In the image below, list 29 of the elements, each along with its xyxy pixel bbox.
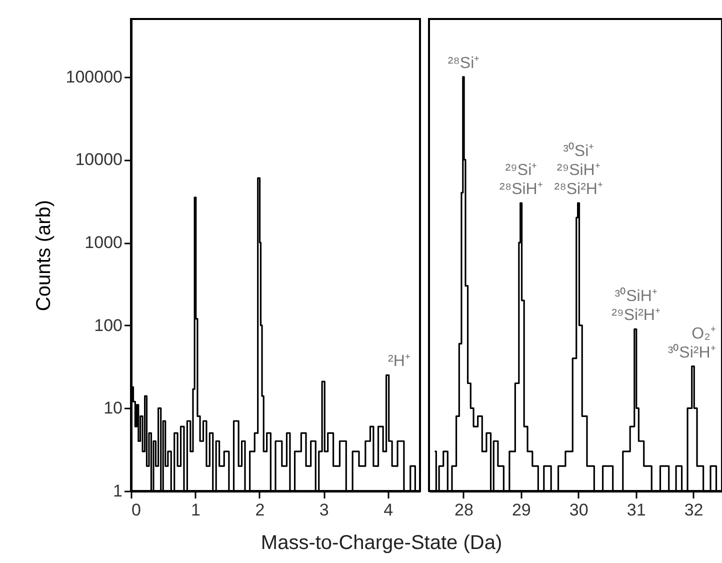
annotation: ²⁹Si⁺ [505,162,537,180]
annotation: ²⁸Si²H⁺ [554,181,602,198]
y-tick-label: 10000 [75,150,122,170]
x-tick-label: 0 [132,500,141,520]
x-tick-label: 1 [190,500,200,520]
annotation: ³⁰SiH⁺ [614,287,657,306]
x-tick-label: 3 [319,500,329,520]
annotation: ²⁹Si²H⁺ [612,307,660,324]
x-tick-label: 31 [626,500,646,520]
y-tick-label: 10 [104,398,122,418]
y-tick-label: 1000 [84,233,122,252]
x-tick-label: 32 [684,500,704,520]
annotation: ²⁸Si⁺ [448,54,480,72]
annotation: ²⁸SiH⁺ [499,181,542,198]
x-tick-label: 29 [512,500,531,520]
annotation: ³⁰Si²H⁺ [668,343,716,362]
annotation: ²H⁺ [388,353,410,370]
annotation: ²⁹SiH⁺ [556,162,600,180]
y-axis-title: Counts (arb) [32,200,55,312]
x-tick-label: 30 [569,500,588,520]
annotation: ³⁰Si⁺ [563,142,594,160]
y-tick-label: 1 [113,482,122,500]
y-tick-label: 100000 [66,67,122,86]
y-tick-label: 100 [94,316,122,335]
x-tick-label: 2 [255,500,265,520]
x-axis-title: Mass-to-Charge-State (Da) [260,532,502,554]
annotation: O₂⁺ [692,325,716,342]
x-tick-label: 28 [454,500,474,520]
x-tick-label: 4 [384,500,394,520]
